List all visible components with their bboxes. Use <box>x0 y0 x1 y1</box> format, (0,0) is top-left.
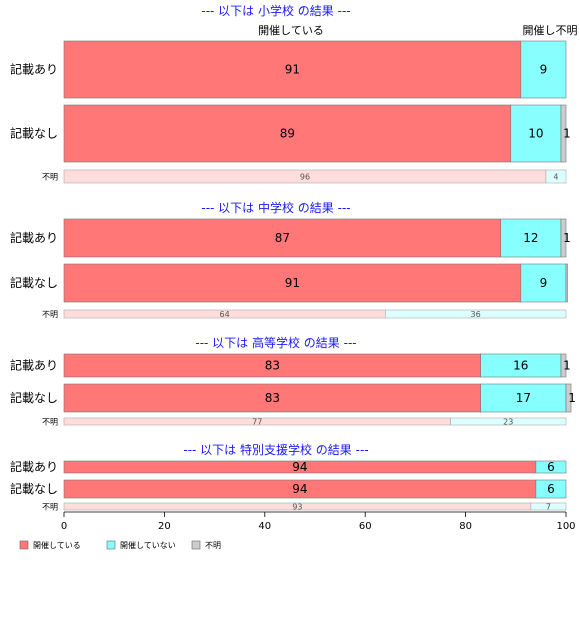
data-label: 1 <box>568 391 576 405</box>
data-label: 17 <box>516 391 531 405</box>
bar-segment <box>510 104 562 163</box>
row-label: 不明 <box>42 418 58 427</box>
group-title: --- 以下は 小学校 の結果 --- <box>201 3 350 18</box>
x-tick-label: 100 <box>556 521 575 532</box>
bar-segment <box>560 104 567 163</box>
data-label: 10 <box>528 127 543 141</box>
row-label: 記載あり <box>10 358 58 373</box>
data-label: 6 <box>547 460 555 474</box>
bar-segment <box>520 40 567 99</box>
row-label: 記載なし <box>10 126 58 141</box>
bar-segment <box>565 263 568 303</box>
bar-segment <box>480 383 567 413</box>
data-label: 94 <box>292 482 307 496</box>
group-title: --- 以下は 特別支援学校 の結果 --- <box>183 442 368 457</box>
row-label: 記載あり <box>10 62 58 77</box>
column-header: 開催し不明 <box>523 23 578 37</box>
legend-swatch <box>106 540 116 550</box>
bar-segment <box>63 218 502 258</box>
data-label: 91 <box>285 63 300 77</box>
column-header: 開催している <box>258 23 324 37</box>
data-label: 89 <box>280 127 295 141</box>
data-label: 83 <box>265 359 280 373</box>
row-label: 不明 <box>42 503 58 512</box>
group-title: --- 以下は 高等学校 の結果 --- <box>195 335 356 350</box>
legend-label: 不明 <box>205 541 221 550</box>
bar-segment <box>63 40 522 99</box>
data-label: 1 <box>563 127 571 141</box>
x-tick-label: 0 <box>61 521 67 532</box>
data-label: 87 <box>275 231 290 245</box>
data-label: 96 <box>300 173 310 182</box>
data-label: 23 <box>503 418 513 427</box>
bar-segment <box>560 218 567 258</box>
bar-segment <box>535 460 567 474</box>
bar-segment <box>450 417 567 426</box>
row-label: 不明 <box>42 173 58 182</box>
bar-segment <box>530 502 567 511</box>
group-title: --- 以下は 中学校 の結果 --- <box>201 200 350 215</box>
data-label: 93 <box>292 503 302 512</box>
data-label: 77 <box>252 418 262 427</box>
bar-segment <box>535 479 567 499</box>
data-label: 12 <box>523 231 538 245</box>
legend-swatch <box>191 540 201 550</box>
bar-segment <box>63 104 512 163</box>
x-tick-label: 80 <box>459 521 472 532</box>
data-label: 1 <box>563 231 571 245</box>
data-label: 6 <box>547 482 555 496</box>
row-label: 記載あり <box>10 459 58 474</box>
data-label: 9 <box>540 63 548 77</box>
data-label: 83 <box>265 391 280 405</box>
data-label: 91 <box>285 276 300 290</box>
row-label: 記載なし <box>10 275 58 290</box>
data-label: 64 <box>220 310 230 319</box>
data-label: 4 <box>553 173 558 182</box>
x-tick-label: 40 <box>258 521 271 532</box>
bar-segment <box>565 383 572 413</box>
bar-segment <box>384 309 567 319</box>
legend-label: 開催している <box>33 540 81 550</box>
row-label: 記載あり <box>10 230 58 245</box>
data-label: 94 <box>292 460 307 474</box>
row-label: 記載なし <box>10 390 58 405</box>
data-label: 16 <box>513 359 528 373</box>
data-label: 1 <box>563 359 571 373</box>
row-label: 不明 <box>42 310 58 319</box>
bar-segment <box>520 263 567 303</box>
data-label: 36 <box>471 310 481 319</box>
legend-label: 開催していない <box>120 540 176 550</box>
bar-segment <box>63 383 481 413</box>
data-label: 7 <box>546 503 551 512</box>
row-label: 記載なし <box>10 481 58 496</box>
x-tick-label: 20 <box>158 521 171 532</box>
bar-segment <box>560 353 567 378</box>
legend-swatch <box>19 540 29 550</box>
data-label: 9 <box>540 276 548 290</box>
bar-segment <box>500 218 562 258</box>
x-tick-label: 60 <box>359 521 372 532</box>
bar-segment <box>545 169 567 184</box>
